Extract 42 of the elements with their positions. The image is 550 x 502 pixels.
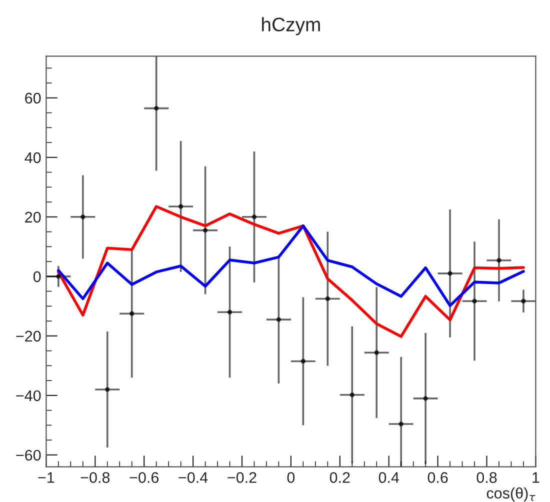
point bbox=[472, 298, 477, 304]
point bbox=[374, 350, 380, 356]
point bbox=[325, 296, 330, 302]
point bbox=[154, 106, 159, 111]
point bbox=[104, 387, 110, 392]
line-series bbox=[57, 224, 525, 307]
y-tick-label: 40 bbox=[24, 152, 41, 164]
point bbox=[423, 396, 428, 401]
x-tick-label: −0.2 bbox=[228, 472, 256, 483]
x-tick-label: −0.6 bbox=[130, 472, 159, 483]
x-tick-label: 0 bbox=[287, 472, 295, 483]
y-tick-label: 0 bbox=[33, 271, 41, 282]
x-axis-title: cos(θ)$_{τ}$ bbox=[486, 487, 536, 502]
point bbox=[56, 274, 61, 279]
point bbox=[276, 317, 282, 322]
x-tick-label: 0.4 bbox=[378, 472, 400, 483]
point bbox=[300, 358, 306, 364]
x-tick-label: −0.4 bbox=[178, 472, 208, 483]
x-tick-label: −0.8 bbox=[80, 472, 110, 483]
point bbox=[252, 214, 257, 220]
point bbox=[202, 228, 208, 233]
x-tick-label: 1 bbox=[532, 472, 540, 483]
point bbox=[448, 271, 452, 276]
y-tick-label: −60 bbox=[16, 450, 41, 461]
point bbox=[227, 310, 232, 315]
x-tick-label: 0.6 bbox=[428, 472, 448, 483]
point bbox=[398, 422, 404, 426]
point bbox=[350, 392, 355, 398]
point bbox=[178, 204, 184, 209]
point bbox=[496, 258, 502, 263]
y-tick-label: −20 bbox=[16, 330, 41, 342]
chart-title: hCzym bbox=[262, 17, 320, 36]
point bbox=[521, 298, 526, 304]
x-tick-label: 0.8 bbox=[476, 472, 497, 483]
y-tick-label: −40 bbox=[16, 390, 41, 402]
x-tick-label: 0.2 bbox=[330, 472, 350, 483]
x-tick-label: −1 bbox=[38, 472, 54, 483]
y-tick-label: 60 bbox=[25, 92, 41, 104]
point bbox=[129, 311, 134, 316]
y-tick-label: 20 bbox=[25, 212, 41, 223]
line-series bbox=[57, 205, 525, 338]
point bbox=[80, 214, 86, 220]
